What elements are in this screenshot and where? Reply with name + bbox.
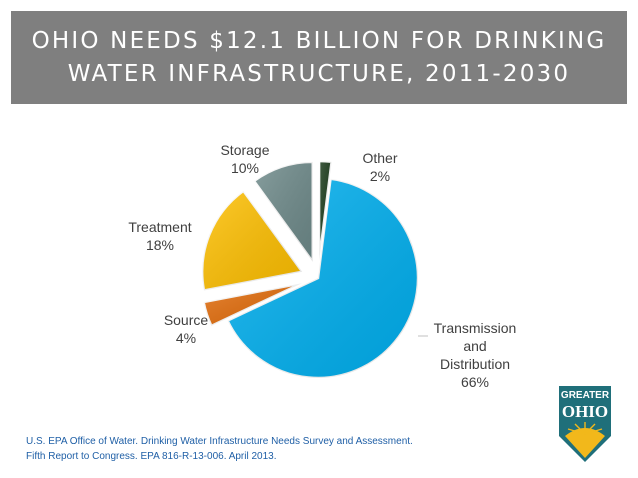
pie-label-line: Distribution — [440, 356, 510, 372]
page-title: OHIO NEEDS $12.1 BILLION FOR DRINKING WA… — [19, 25, 619, 91]
logo-text-ohio: OHIO — [562, 402, 608, 421]
pie-label-line: Transmission — [434, 320, 517, 336]
logo-sun — [565, 428, 605, 458]
source-note: U.S. EPA Office of Water. Drinking Water… — [26, 434, 506, 464]
pie-label-treatment: Treatment 18% — [128, 219, 191, 253]
pie-label-line: 2% — [370, 168, 390, 184]
pie-slice-shade-other — [319, 161, 332, 262]
source-note-line-2: Fifth Report to Congress. EPA 816-R-13-0… — [26, 451, 277, 462]
pie-label-line: 4% — [176, 330, 196, 346]
title-line-2: WATER INFRASTRUCTURE, 2011-2030 — [67, 60, 571, 87]
pie-slice-shade-source — [203, 283, 302, 326]
source-note-line-1: U.S. EPA Office of Water. Drinking Water… — [26, 436, 413, 447]
pie-label-line: Treatment — [128, 219, 191, 235]
pie-label-line: Source — [164, 312, 209, 328]
pie-label-line: and — [463, 338, 486, 354]
pie-label-other: Other 2% — [362, 150, 397, 184]
greater-ohio-logo: GREATER OHIO — [559, 386, 611, 462]
pie-label-line: 66% — [461, 374, 489, 390]
pie-label-storage: Storage 10% — [220, 142, 269, 176]
logo-rays — [567, 422, 603, 435]
pie-label-line: 10% — [231, 160, 259, 176]
pie-slice-shade-storage — [253, 161, 313, 262]
title-line-1: OHIO NEEDS $12.1 BILLION FOR DRINKING — [31, 27, 607, 54]
pie-label-line: Storage — [220, 142, 269, 158]
pie-label-transmission: Transmission and Distribution 66% — [434, 320, 517, 390]
pie-slice-shade-transmission — [227, 178, 419, 378]
title-bar: OHIO NEEDS $12.1 BILLION FOR DRINKING WA… — [11, 11, 627, 104]
logo-text-greater: GREATER — [561, 390, 610, 401]
pie-label-source: Source 4% — [164, 312, 209, 346]
pie-label-line: Other — [362, 150, 397, 166]
pie-slice-shade-treatment — [202, 190, 303, 291]
pie-label-line: 18% — [146, 237, 174, 253]
